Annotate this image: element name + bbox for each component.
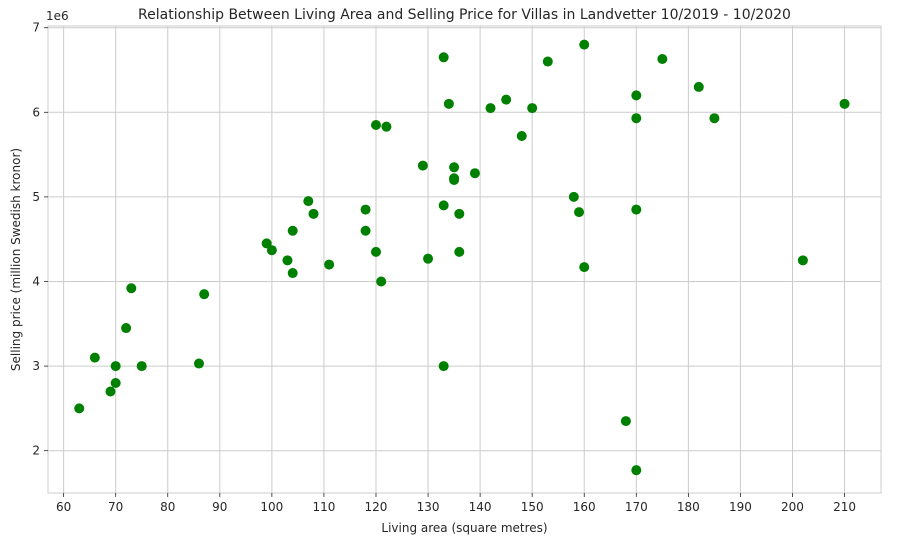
- x-tick-label: 190: [729, 500, 752, 514]
- data-point: [324, 259, 335, 270]
- data-point: [74, 403, 85, 414]
- data-point: [542, 56, 553, 67]
- data-point: [568, 191, 579, 202]
- data-point: [308, 208, 319, 219]
- data-point: [438, 361, 449, 372]
- data-point: [360, 204, 371, 215]
- data-point: [110, 378, 121, 389]
- x-tick-label: 110: [312, 500, 335, 514]
- data-point: [126, 283, 137, 294]
- data-point: [438, 200, 449, 211]
- x-tick-label: 140: [469, 500, 492, 514]
- data-point: [376, 276, 387, 287]
- y-axis-label: Selling price (million Swedish kronor): [9, 148, 23, 371]
- x-tick-label: 160: [573, 500, 596, 514]
- data-point: [454, 208, 465, 219]
- y-tick-label: 3: [32, 359, 40, 373]
- grid-lines: [48, 26, 881, 493]
- data-point: [579, 262, 590, 273]
- data-point: [527, 103, 538, 114]
- data-point: [501, 94, 512, 105]
- data-point: [579, 39, 590, 50]
- data-point: [797, 255, 808, 266]
- data-point: [360, 225, 371, 236]
- x-tick-label: 90: [212, 500, 227, 514]
- x-tick-label: 120: [365, 500, 388, 514]
- y-tick-label: 5: [32, 190, 40, 204]
- x-tick-label: 100: [260, 500, 283, 514]
- data-point: [631, 204, 642, 215]
- y-tick-label: 7: [32, 21, 40, 35]
- data-point: [199, 289, 210, 300]
- y-axis-ticks: 2 3 4 5 6 7: [32, 21, 48, 458]
- data-point: [423, 253, 434, 264]
- data-point: [417, 160, 428, 171]
- data-point: [282, 255, 293, 266]
- x-tick-label: 60: [56, 500, 71, 514]
- x-tick-label: 130: [417, 500, 440, 514]
- data-point: [709, 113, 720, 124]
- y-tick-label: 4: [32, 274, 40, 288]
- plot-area-frame: [47, 25, 882, 494]
- data-point: [370, 119, 381, 130]
- data-point: [443, 98, 454, 109]
- x-tick-label: 200: [781, 500, 804, 514]
- x-tick-label: 180: [677, 500, 700, 514]
- data-point: [454, 246, 465, 257]
- data-point: [516, 130, 527, 141]
- data-point: [693, 81, 704, 92]
- data-point: [381, 121, 392, 132]
- data-point: [469, 168, 480, 179]
- data-point: [620, 416, 631, 427]
- data-point: [303, 196, 314, 207]
- data-point: [631, 465, 642, 476]
- data-point: [261, 238, 272, 249]
- x-tick-label: 80: [160, 500, 175, 514]
- y-tick-label: 2: [32, 444, 40, 458]
- data-point: [657, 53, 668, 64]
- data-point: [193, 358, 204, 369]
- data-point: [574, 207, 585, 218]
- data-point: [485, 103, 496, 114]
- data-point: [121, 323, 132, 334]
- x-axis-ticks: 60 70 80 90 100 110 120 130 140 150 160 170 180 190 20…: [56, 493, 856, 514]
- data-point: [287, 225, 298, 236]
- data-point: [89, 352, 100, 363]
- y-tick-label: 6: [32, 105, 40, 119]
- x-tick-label: 70: [108, 500, 123, 514]
- data-point: [266, 245, 277, 256]
- data-point: [839, 98, 850, 109]
- data-point: [631, 113, 642, 124]
- x-axis-label: Living area (square metres): [381, 521, 547, 535]
- data-point: [136, 361, 147, 372]
- x-tick-label: 170: [625, 500, 648, 514]
- x-tick-label: 150: [521, 500, 544, 514]
- data-point: [370, 246, 381, 257]
- x-tick-label: 210: [833, 500, 856, 514]
- data-points: [74, 39, 850, 476]
- data-point: [449, 174, 460, 185]
- data-point: [287, 268, 298, 279]
- chart-title: Relationship Between Living Area and Sel…: [138, 7, 791, 23]
- data-point: [105, 386, 116, 397]
- data-point: [449, 162, 460, 173]
- data-point: [438, 52, 449, 63]
- data-point: [110, 361, 121, 372]
- data-point: [631, 90, 642, 101]
- y-axis-offset-label: 1e6: [46, 9, 69, 23]
